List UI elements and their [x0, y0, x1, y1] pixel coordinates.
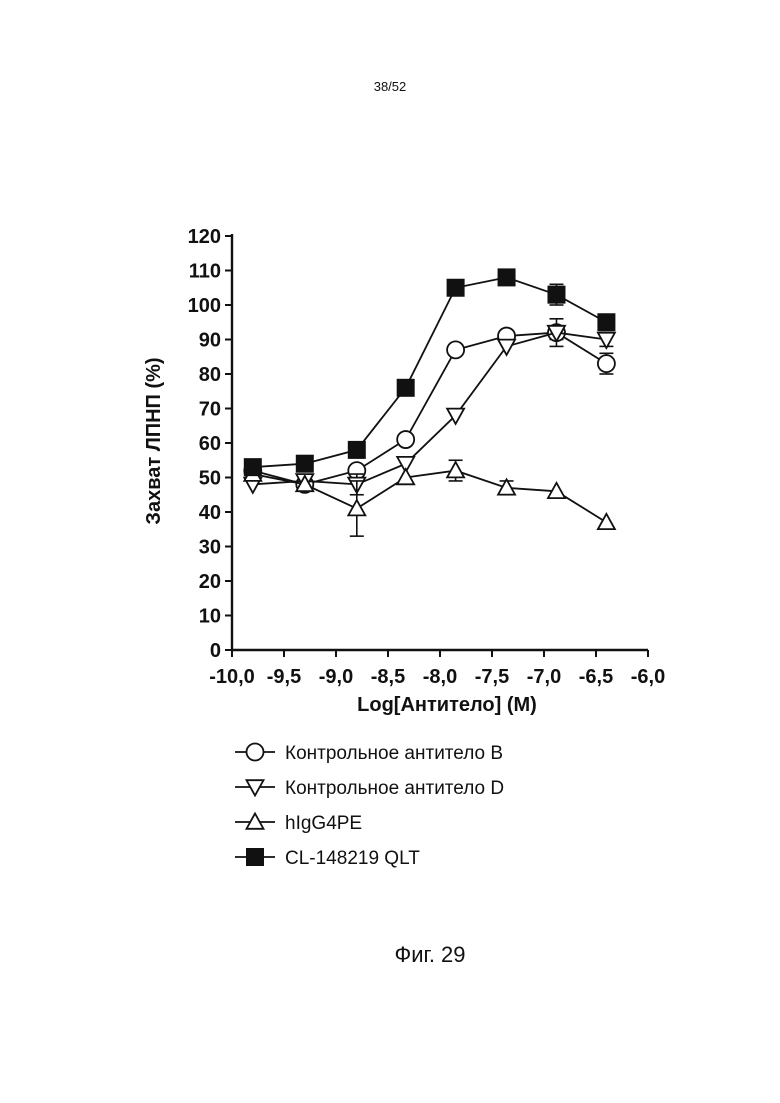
data-point [598, 514, 615, 529]
y-tick-label: 120 [188, 226, 221, 248]
y-tick-label: 20 [199, 571, 221, 593]
series-line [253, 277, 607, 467]
series-layer [244, 269, 615, 536]
y-tick-label: 0 [210, 640, 221, 662]
data-point [548, 286, 565, 303]
data-point [296, 455, 313, 472]
figure-caption: Фиг. 29 [0, 942, 780, 968]
data-point [498, 269, 515, 286]
data-point [498, 340, 515, 355]
x-tick-label: -8,5 [371, 666, 405, 688]
x-tick-label: -8,0 [423, 666, 457, 688]
x-tick-label: -7,0 [527, 666, 561, 688]
data-point [447, 279, 464, 296]
legend-label: CL-148219 QLT [285, 848, 420, 869]
x-tick-label: -10,0 [209, 666, 255, 688]
y-tick-label: 40 [199, 502, 221, 524]
data-point [598, 355, 615, 372]
x-axis-label: Log[Антитело] (M) [357, 694, 537, 716]
y-tick-label: 50 [199, 468, 221, 490]
data-point [348, 500, 365, 515]
legend-marker [247, 744, 264, 761]
y-axis-label: Захват ЛПНП (%) [143, 357, 165, 524]
legend-label: Контрольное антитело B [285, 743, 503, 764]
x-tick-label: -6,5 [579, 666, 613, 688]
data-point [447, 341, 464, 358]
x-tick-label: -7,5 [475, 666, 509, 688]
x-tick-label: -9,5 [267, 666, 301, 688]
legend-entry-3: CL-148219 QLT [235, 848, 420, 869]
axes [232, 234, 648, 650]
legend-label: Контрольное антитело D [285, 778, 504, 799]
data-point [397, 379, 414, 396]
y-tick-label: 70 [199, 399, 221, 421]
data-point [397, 431, 414, 448]
data-point [348, 441, 365, 458]
y-tick-label: 60 [199, 433, 221, 455]
chart: 0 10 20 30 40 50 60 70 80 90 100 110 120 -10,0 -9,5 -9,… [0, 0, 780, 900]
legend-entry-0: Контрольное антитело B [235, 743, 503, 764]
legend-label: hIgG4PE [285, 813, 362, 834]
data-point [447, 462, 464, 477]
y-tick-label: 90 [199, 330, 221, 352]
series-3 [244, 269, 615, 476]
x-tick-label: -6,0 [631, 666, 665, 688]
x-tick-label: -9,0 [319, 666, 353, 688]
y-tick-label: 30 [199, 537, 221, 559]
y-tick-label: 10 [199, 606, 221, 628]
data-point [598, 314, 615, 331]
y-tick-label: 80 [199, 364, 221, 386]
legend-entry-1: Контрольное антитело D [235, 778, 504, 799]
data-point [244, 459, 261, 476]
legend-marker [247, 849, 264, 866]
ticks: 0 10 20 30 40 50 60 70 80 90 100 110 120 -10,0 -9,5 -9,… [188, 226, 666, 688]
y-tick-label: 110 [189, 261, 221, 283]
y-tick-label: 100 [188, 295, 221, 317]
legend: Контрольное антитело B Контрольное антите… [235, 743, 504, 869]
legend-entry-2: hIgG4PE [235, 813, 362, 834]
